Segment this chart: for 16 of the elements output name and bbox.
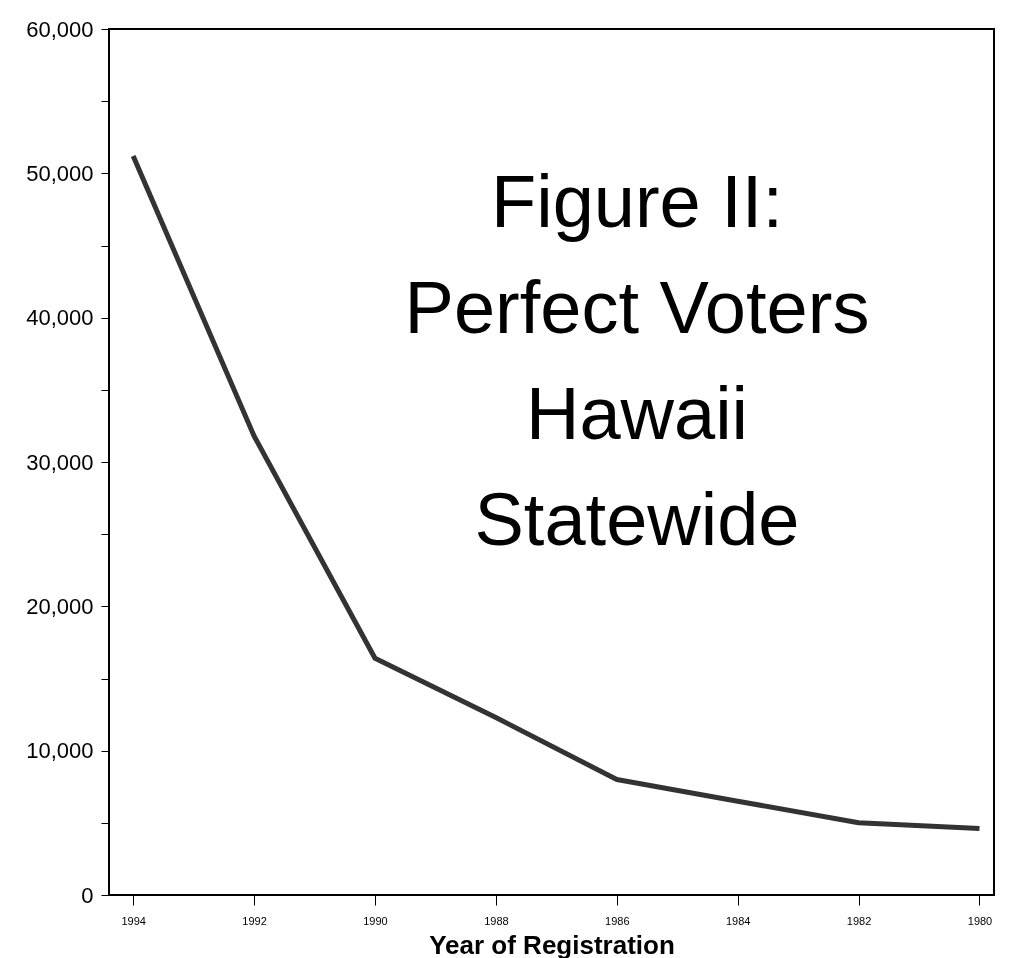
x-tick-label: 1980 — [967, 914, 993, 927]
text: Figure II: Perfect Voters Hawaii Statewide — [404, 160, 870, 561]
y-tick-label: 30,000 — [26, 449, 94, 475]
y-tick-label: 60,000 — [26, 16, 94, 42]
x-tick-label: 1982 — [846, 914, 872, 927]
x-tick-label: 1988 — [484, 914, 509, 927]
x-tick-label: 1986 — [605, 914, 630, 927]
y-tick-label: 40,000 — [26, 305, 94, 331]
x-tick-label: 1990 — [363, 914, 388, 927]
y-tick-label: 10,000 — [26, 738, 94, 764]
x-tick-label: 1994 — [121, 914, 146, 927]
x-tick-label: 1984 — [725, 914, 751, 927]
y-tick-label: 0 — [81, 882, 94, 908]
y-tick-label: 50,000 — [26, 160, 94, 186]
y-tick-label: 20,000 — [26, 593, 94, 619]
x-tick-label: 1992 — [242, 914, 267, 927]
